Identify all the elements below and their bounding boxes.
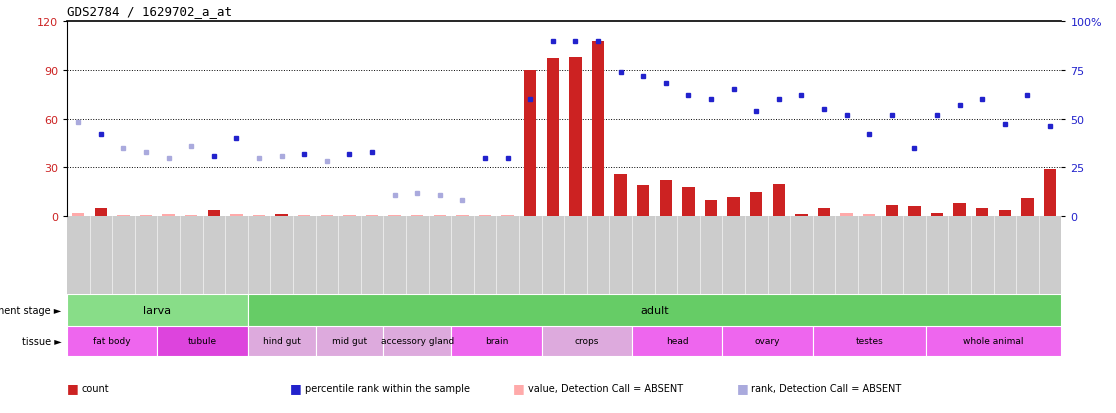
Text: rank, Detection Call = ABSENT: rank, Detection Call = ABSENT bbox=[751, 383, 902, 393]
Bar bbox=[796, 215, 808, 216]
Bar bbox=[95, 209, 107, 216]
Text: development stage ►: development stage ► bbox=[0, 305, 61, 315]
Bar bbox=[818, 209, 830, 216]
Bar bbox=[157, 326, 248, 356]
Text: larva: larva bbox=[143, 305, 172, 315]
Bar bbox=[276, 215, 288, 216]
Text: fat body: fat body bbox=[94, 337, 131, 346]
Bar bbox=[660, 181, 672, 216]
Bar bbox=[908, 207, 921, 216]
Bar bbox=[73, 213, 85, 216]
Text: ■: ■ bbox=[290, 382, 302, 394]
Text: mid gut: mid gut bbox=[331, 337, 367, 346]
Bar bbox=[976, 209, 989, 216]
Bar bbox=[632, 326, 722, 356]
Bar bbox=[67, 326, 157, 356]
Bar bbox=[953, 204, 965, 216]
Bar bbox=[208, 210, 220, 216]
Bar bbox=[863, 215, 875, 216]
Bar bbox=[886, 205, 898, 216]
Bar bbox=[1021, 199, 1033, 216]
Bar bbox=[230, 215, 242, 216]
Text: brain: brain bbox=[484, 337, 508, 346]
Bar bbox=[316, 326, 384, 356]
Bar bbox=[451, 326, 541, 356]
Bar bbox=[926, 326, 1061, 356]
Text: ovary: ovary bbox=[754, 337, 780, 346]
Bar bbox=[384, 326, 451, 356]
Bar bbox=[637, 186, 650, 216]
Bar bbox=[547, 59, 559, 216]
Bar bbox=[591, 41, 604, 216]
Text: tubule: tubule bbox=[187, 337, 218, 346]
Text: percentile rank within the sample: percentile rank within the sample bbox=[305, 383, 470, 393]
Text: count: count bbox=[81, 383, 109, 393]
Text: ■: ■ bbox=[67, 382, 79, 394]
Bar bbox=[248, 294, 1061, 326]
Text: ■: ■ bbox=[737, 382, 749, 394]
Bar bbox=[569, 57, 581, 216]
Bar bbox=[615, 174, 627, 216]
Bar bbox=[931, 213, 943, 216]
Bar bbox=[840, 213, 853, 216]
Text: ■: ■ bbox=[513, 382, 526, 394]
Bar bbox=[682, 188, 694, 216]
Bar bbox=[728, 197, 740, 216]
Bar bbox=[525, 71, 537, 216]
Text: whole animal: whole animal bbox=[963, 337, 1023, 346]
Bar bbox=[750, 192, 762, 216]
Bar bbox=[705, 200, 718, 216]
Text: value, Detection Call = ABSENT: value, Detection Call = ABSENT bbox=[528, 383, 683, 393]
Bar bbox=[248, 326, 316, 356]
Bar bbox=[1043, 169, 1056, 216]
Text: tissue ►: tissue ► bbox=[21, 336, 61, 346]
Bar bbox=[812, 326, 926, 356]
Text: head: head bbox=[666, 337, 689, 346]
Bar bbox=[722, 326, 812, 356]
Text: accessory gland: accessory gland bbox=[381, 337, 454, 346]
Text: hind gut: hind gut bbox=[262, 337, 300, 346]
Bar bbox=[67, 294, 248, 326]
Text: GDS2784 / 1629702_a_at: GDS2784 / 1629702_a_at bbox=[67, 5, 232, 18]
Bar bbox=[163, 215, 175, 216]
Bar bbox=[772, 184, 785, 216]
Bar bbox=[541, 326, 632, 356]
Text: testes: testes bbox=[855, 337, 883, 346]
Text: crops: crops bbox=[575, 337, 599, 346]
Text: adult: adult bbox=[641, 305, 668, 315]
Bar bbox=[999, 210, 1011, 216]
